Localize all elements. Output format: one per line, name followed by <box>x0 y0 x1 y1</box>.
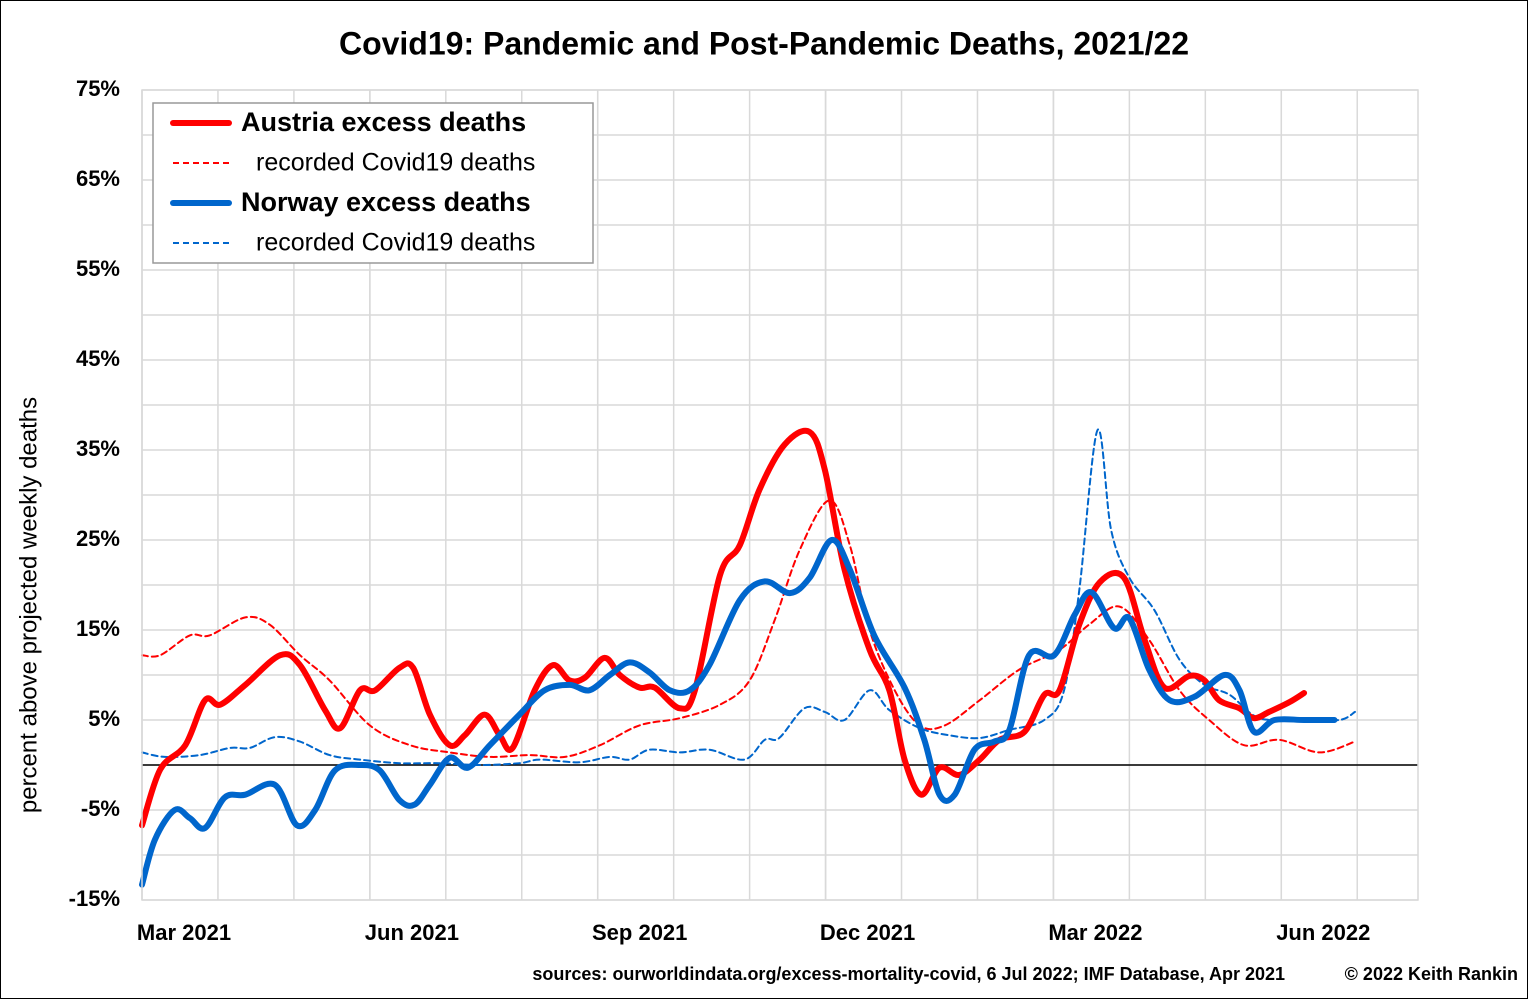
x-tick-label: Sep 2021 <box>592 920 687 945</box>
plot-frame <box>141 89 1419 901</box>
chart-title: Covid19: Pandemic and Post-Pandemic Deat… <box>339 25 1189 61</box>
y-tick-label: 55% <box>76 256 120 281</box>
y-tick-label: 45% <box>76 346 120 371</box>
y-axis-label: percent above projected weekly deaths <box>15 397 42 813</box>
legend-box <box>152 102 594 264</box>
x-tick-label: Jun 2022 <box>1276 920 1370 945</box>
source-note: sources: ourworldindata.org/excess-morta… <box>532 964 1285 984</box>
series-line <box>139 537 1338 888</box>
legend-label: Austria excess deaths <box>241 107 526 137</box>
y-tick-label: 25% <box>76 526 120 551</box>
y-tick-label: 35% <box>76 436 120 461</box>
series-line <box>141 428 1356 766</box>
x-tick-label: Mar 2022 <box>1048 920 1142 945</box>
y-tick-label: 75% <box>76 76 120 101</box>
x-tick-label: Mar 2021 <box>137 920 231 945</box>
y-tick-label: 65% <box>76 166 120 191</box>
legend: Austria excess deaths recorded Covid19 de… <box>152 102 594 264</box>
legend-label: Norway excess deaths <box>241 187 531 217</box>
y-tick-label: 15% <box>76 616 120 641</box>
legend-label: recorded Covid19 deaths <box>256 229 535 257</box>
series-line <box>139 427 1308 829</box>
y-tick-label: 5% <box>88 706 120 731</box>
credit-note: © 2022 Keith Rankin <box>1345 964 1518 984</box>
x-tick-label: Dec 2021 <box>820 920 915 945</box>
y-tick-label: -15% <box>69 886 120 911</box>
y-tick-label: -5% <box>81 796 120 821</box>
legend-label: recorded Covid19 deaths <box>256 149 535 177</box>
x-tick-label: Jun 2021 <box>365 920 459 945</box>
